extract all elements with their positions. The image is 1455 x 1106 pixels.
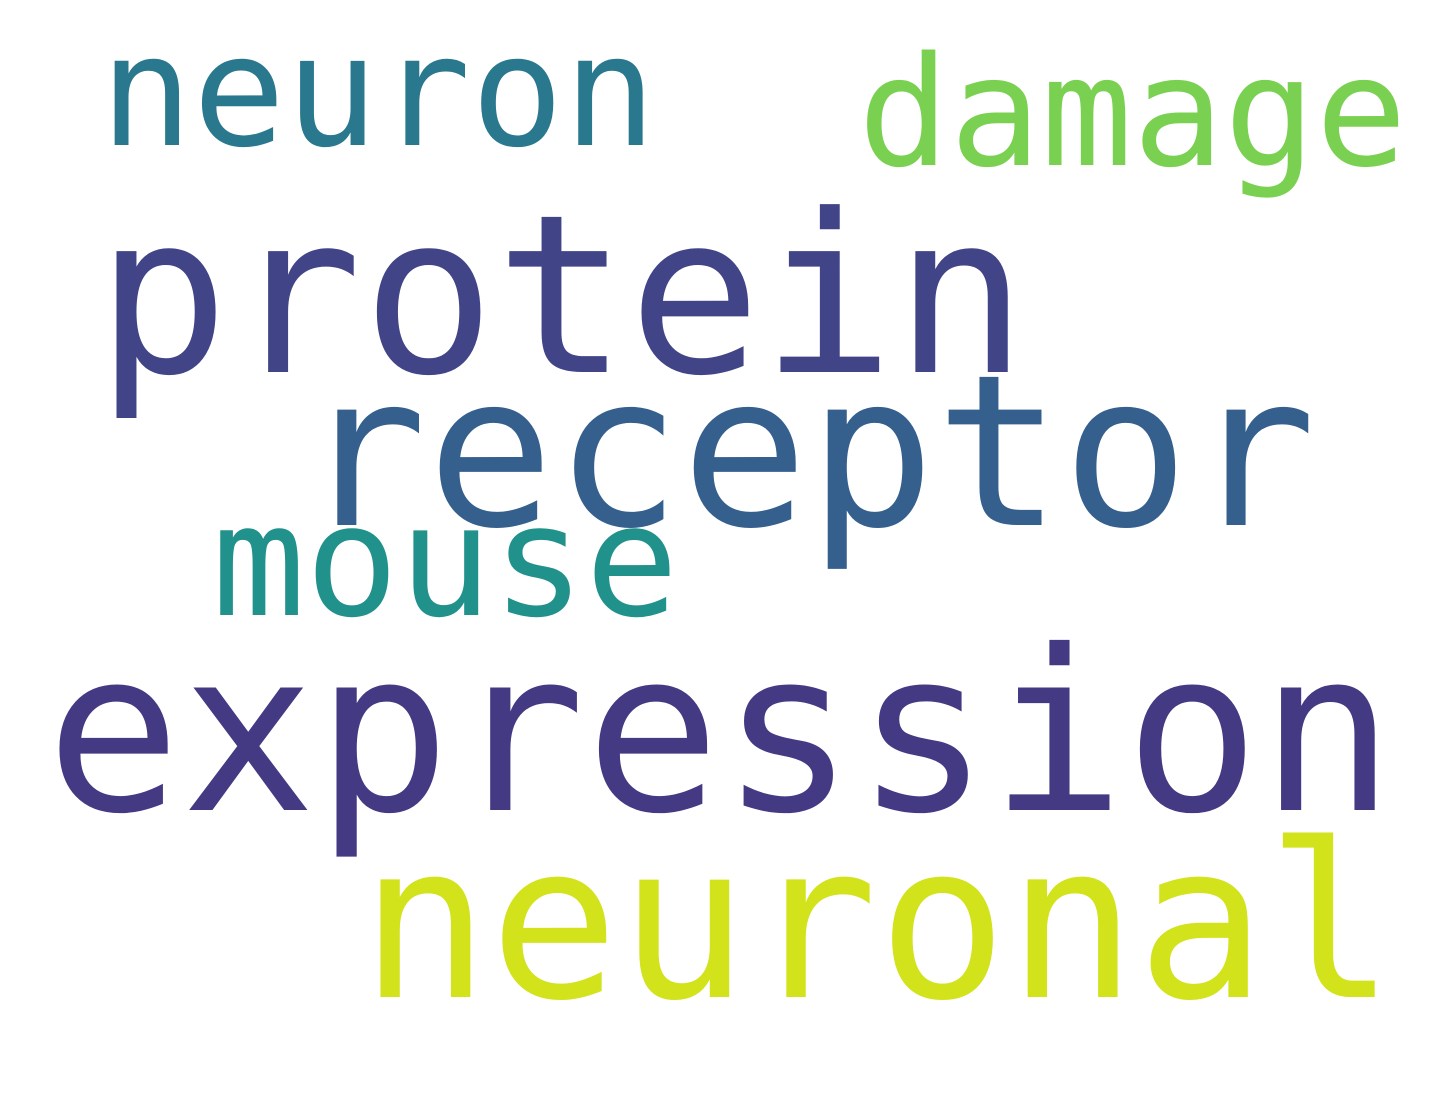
word: protein — [96, 168, 1027, 425]
word: neuron — [100, 3, 656, 182]
word: damage — [858, 24, 1407, 201]
word: mouse — [212, 471, 679, 652]
word: neuronal — [360, 797, 1396, 1048]
word: expression — [46, 602, 1395, 863]
word: receptor — [300, 329, 1316, 575]
